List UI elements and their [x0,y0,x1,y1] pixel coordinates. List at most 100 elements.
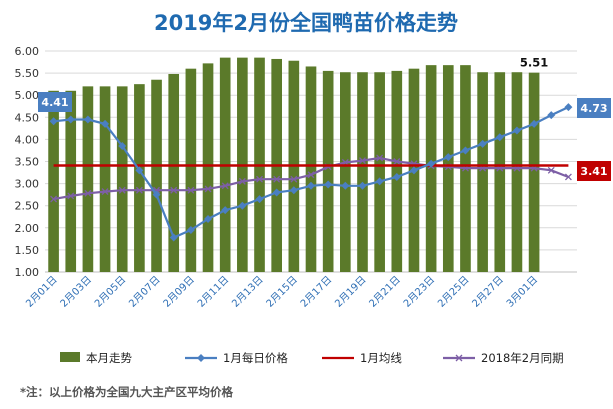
x-tick-label: 2月05日 [92,274,128,310]
legend-item: 本月走势 [60,351,132,365]
series-2018-marker [84,189,92,197]
avg-value-callout-text: 3.41 [580,165,607,178]
jan-daily-marker [564,103,573,112]
legend-item: 2018年2月同期 [443,351,564,365]
legend-label: 1月均线 [360,351,402,365]
marker-stroke [238,177,246,185]
line-series [49,103,573,242]
series-2018-marker [376,154,384,162]
x-tick-label: 2月21日 [367,274,403,310]
series-2018-marker [547,166,555,174]
legend-swatch [60,352,80,362]
jan-daily-marker [255,195,264,204]
jan-daily-marker [341,181,350,190]
jan-daily-marker [307,181,315,190]
jan-daily-marker [238,201,247,210]
jan-daily-marker [118,142,127,151]
jan-daily-marker [495,133,504,142]
marker-stroke [290,175,298,183]
marker-stroke [376,154,384,162]
jan-daily-marker [49,117,58,126]
y-tick-label: 4.50 [15,111,40,124]
bar [48,90,59,272]
jan-daily-marker [324,180,333,189]
jan-daily-marker [444,153,453,162]
jan-daily-marker [358,181,367,190]
marker-stroke [256,175,263,183]
legend: 本月走势 1月每日价格 1月均线 2018年2月同期 [60,351,564,365]
series-2018-marker [290,175,298,183]
bar [202,63,214,272]
legend-item: 1月均线 [322,351,402,365]
x-tick-label: 2月09日 [161,274,197,310]
series-2018-marker [50,195,58,203]
bar [82,86,94,272]
bar [322,70,334,272]
bar [425,65,437,272]
series-2018-marker [135,186,143,194]
y-tick-label: 5.50 [15,67,40,80]
y-tick-label: 3.50 [15,156,40,169]
legend-marker [197,354,205,362]
jan-daily-marker [409,166,418,175]
jan-daily-marker [392,172,401,181]
bar [99,86,111,272]
x-tick-label: 2月17日 [298,274,334,310]
x-tick-label: 2月25日 [435,274,471,310]
bar [185,68,197,273]
series-2018-marker [238,177,246,185]
footnote: *注：以上价格为全国九大主产区平均价格 [20,385,234,399]
marker-stroke [393,158,401,165]
x-tick-label: 2月01日 [24,274,60,310]
bar [151,79,162,272]
last-value-callout-text: 4.73 [580,102,607,115]
marker-stroke [547,166,555,174]
series-2018-marker [67,192,75,200]
jan-daily-marker [204,214,213,223]
bar [494,72,506,272]
jan-daily-marker [101,119,110,128]
last-bar-label: 5.51 [520,56,548,70]
bar [134,84,145,273]
jan-daily-marker [272,188,281,197]
series-2018-marker [101,188,109,196]
series-2018-marker [273,175,281,183]
marker-stroke [307,171,315,179]
bar [511,72,523,272]
legend-label: 2018年2月同期 [481,351,564,365]
jan-daily-marker [135,166,144,175]
bar [305,66,317,272]
bar [357,72,368,272]
y-tick-label: 1.00 [15,266,40,279]
series-2018-marker [204,185,212,193]
legend-marker [455,354,463,362]
first-value-callout-box [38,92,72,112]
x-tick-label: 2月15日 [264,274,300,310]
jan-daily-marker [66,115,75,124]
x-tick-label: 2月03日 [58,274,94,310]
jan-daily-marker [427,159,436,168]
marker-stroke [118,186,126,194]
bar [168,73,180,272]
y-tick-label: 4.00 [15,133,40,146]
legend-label: 1月每日价格 [223,351,288,365]
series-2018-marker [307,171,315,179]
first-value-callout-text: 4.41 [41,96,68,109]
legend-label: 本月走势 [86,351,132,365]
series-2018-marker [359,157,366,165]
jan-daily-marker [547,111,556,120]
marker-stroke [101,188,109,196]
bar [442,65,454,272]
x-tick-label: 2月13日 [230,274,266,310]
jan-daily-marker [461,146,470,155]
bar [116,86,128,272]
bar [374,72,385,272]
bar [477,72,488,272]
jan-daily-marker [375,177,384,186]
y-tick-label: 3.00 [15,178,40,191]
y-tick-label: 2.00 [15,222,40,235]
series-2018-marker [118,186,126,194]
last-value-callout-box [577,98,611,118]
first-value-callout: 4.41 [38,92,72,112]
